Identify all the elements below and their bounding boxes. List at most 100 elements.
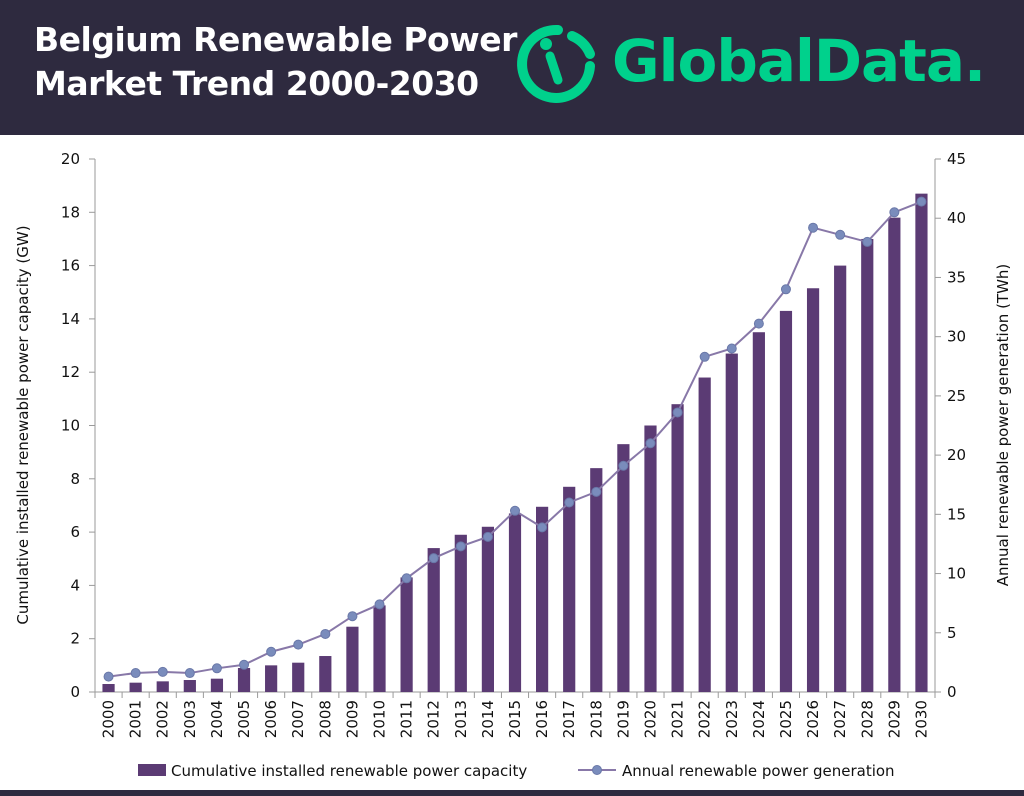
x-tick-label: 2005	[235, 700, 253, 738]
header-banner: Belgium Renewable Power Market Trend 200…	[0, 0, 1024, 135]
generation-point	[699, 351, 710, 362]
x-tick-label: 2030	[912, 700, 930, 738]
x-tick-label: 2018	[587, 700, 605, 738]
generation-point	[672, 407, 683, 418]
title-line-1: Belgium Renewable Power	[34, 20, 517, 59]
generation-point	[726, 343, 737, 354]
generation-point	[564, 497, 575, 508]
x-tick-label: 2010	[371, 700, 389, 738]
generation-point	[780, 284, 791, 295]
y-left-tick-label: 14	[61, 310, 80, 328]
globaldata-logo-icon	[517, 24, 595, 103]
capacity-bar	[319, 656, 332, 692]
generation-point	[211, 663, 222, 674]
capacity-bar	[752, 332, 765, 692]
y-axis-right-label: Annual renewable power generation (TWh)	[994, 264, 1012, 587]
generation-point	[510, 505, 520, 516]
y-right-tick-label: 30	[947, 328, 966, 346]
capacity-bar	[427, 548, 440, 692]
capacity-bar	[563, 486, 576, 692]
y-left-tick-label: 4	[70, 576, 80, 594]
capacity-bar	[725, 353, 738, 692]
capacity-bar	[454, 534, 467, 692]
capacity-bar	[400, 577, 413, 692]
x-tick-label: 2003	[181, 700, 199, 738]
generation-point	[428, 553, 439, 564]
generation-point	[347, 611, 358, 622]
generation-point	[645, 438, 656, 449]
generation-point	[835, 229, 846, 240]
y-left-tick-label: 12	[61, 363, 80, 381]
x-tick-label: 2019	[614, 700, 632, 738]
x-tick-label: 2015	[506, 700, 524, 738]
capacity-bar	[102, 684, 115, 692]
capacity-bar	[779, 310, 793, 692]
x-tick-label: 2017	[560, 700, 578, 738]
generation-point	[374, 599, 385, 610]
capacity-bar	[536, 506, 549, 692]
line-series	[103, 196, 927, 682]
capacity-bar	[156, 681, 169, 692]
x-tick-label: 2006	[262, 700, 280, 738]
generation-point	[753, 318, 764, 329]
generation-point	[862, 236, 873, 247]
y-left-tick-label: 20	[61, 150, 80, 168]
x-tick-label: 2011	[398, 700, 416, 738]
legend-bar-swatch	[138, 764, 166, 776]
capacity-bar	[183, 680, 196, 692]
generation-point	[103, 671, 114, 682]
capacity-bar	[237, 668, 251, 692]
generation-point	[482, 531, 493, 542]
generation-point	[184, 668, 195, 679]
legend: Cumulative installed renewable power cap…	[138, 762, 895, 780]
generation-point	[130, 668, 141, 679]
capacity-bar	[671, 404, 684, 692]
x-tick-label: 2026	[804, 700, 822, 738]
generation-point	[320, 628, 331, 639]
generation-point	[239, 659, 250, 670]
capacity-bar	[698, 377, 711, 692]
generation-point	[157, 666, 168, 677]
y-right-tick-label: 40	[947, 209, 966, 227]
generation-point	[401, 573, 412, 584]
legend-line-marker	[592, 765, 602, 775]
generation-point	[591, 486, 602, 497]
y-right-tick-label: 25	[947, 387, 966, 405]
x-tick-label: 2027	[831, 700, 849, 738]
generation-point	[455, 541, 466, 552]
generation-point	[618, 460, 629, 471]
y-left-tick-label: 10	[61, 417, 80, 435]
bar-series	[102, 193, 928, 692]
generation-point	[916, 196, 927, 207]
x-tick-label: 2016	[533, 700, 551, 738]
capacity-bar	[834, 265, 847, 692]
x-tick-label: 2029	[885, 700, 903, 738]
generation-point	[889, 207, 900, 218]
generation-point	[293, 639, 304, 650]
capacity-bar	[129, 682, 142, 692]
x-tick-label: 2008	[316, 700, 334, 738]
legend-bar-label: Cumulative installed renewable power cap…	[171, 762, 527, 780]
y-right-tick-label: 45	[947, 150, 966, 168]
y-left-tick-label: 16	[61, 257, 80, 275]
capacity-bar	[888, 217, 901, 692]
y-right-tick-label: 15	[947, 505, 966, 523]
x-tick-label: 2013	[452, 700, 470, 738]
generation-point	[266, 646, 277, 657]
y-right-tick-label: 5	[947, 624, 957, 642]
y-right-tick-label: 35	[947, 268, 966, 286]
x-tick-label: 2001	[127, 700, 145, 738]
capacity-bar	[861, 238, 874, 692]
capacity-bar	[210, 678, 224, 692]
legend-line-label: Annual renewable power generation	[622, 762, 895, 780]
bottom-bar	[0, 790, 1024, 796]
x-tick-label: 2014	[479, 700, 497, 738]
capacity-bar	[346, 626, 359, 692]
x-tick-label: 2009	[343, 700, 361, 738]
capacity-bar	[508, 513, 522, 692]
x-tick-label: 2012	[425, 700, 443, 738]
logo-wordmark: GlobalData.	[612, 27, 986, 95]
y-left-tick-label: 18	[61, 203, 80, 221]
x-tick-label: 2000	[100, 700, 118, 738]
